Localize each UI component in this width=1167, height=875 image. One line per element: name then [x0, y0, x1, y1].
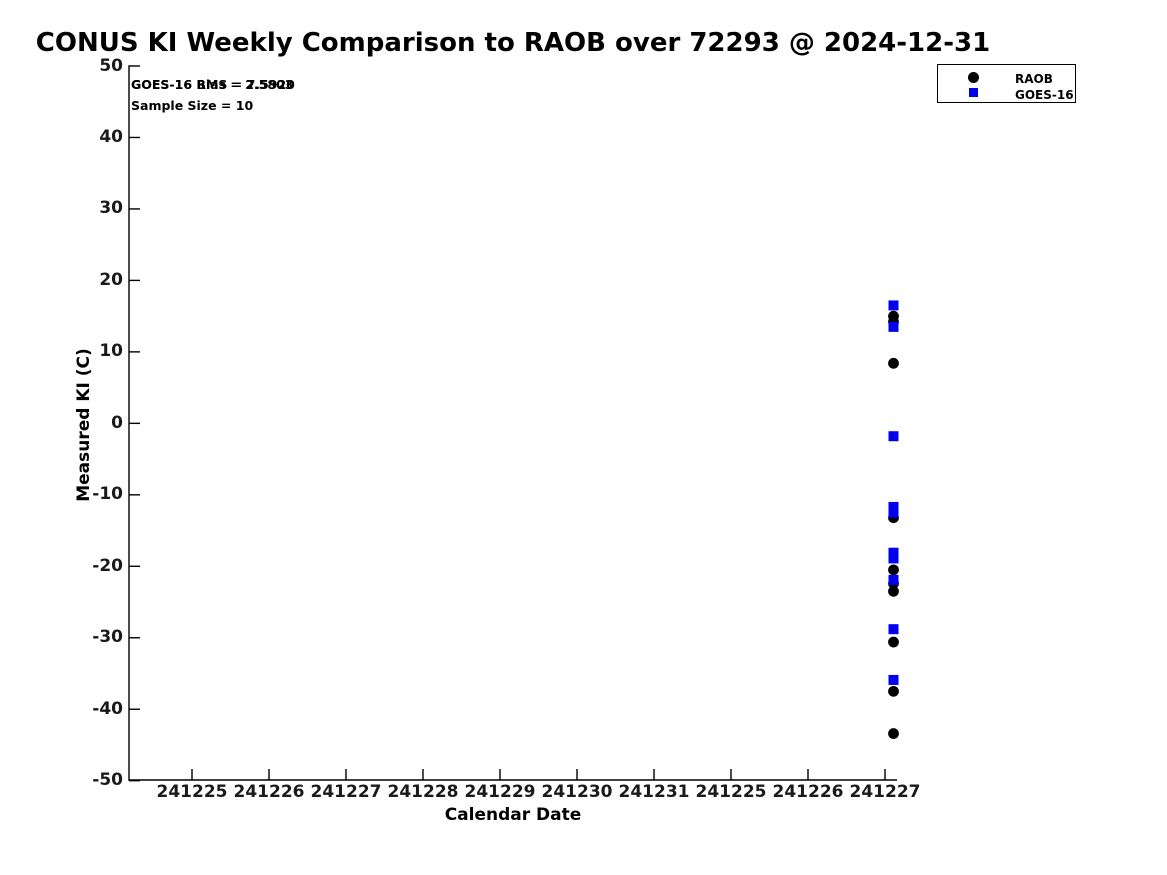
chart-title: CONUS KI Weekly Comparison to RAOB over …	[35, 28, 991, 58]
goes16-data-point	[888, 674, 899, 685]
y-tick-label: -40	[92, 698, 123, 719]
legend-label-goes16: GOES-16	[1015, 88, 1074, 102]
x-tick-label: 241225	[695, 782, 767, 802]
goes16-data-point	[888, 553, 899, 564]
y-tick-label: -10	[92, 484, 123, 505]
y-tick-label: 40	[99, 126, 123, 147]
goes16-data-point	[888, 574, 899, 585]
y-tick-label: 50	[99, 55, 123, 76]
legend-label-raob: RAOB	[1015, 72, 1053, 86]
x-axis-label: Calendar Date	[444, 805, 582, 825]
goes16-data-point	[888, 507, 899, 518]
goes16-data-point	[888, 624, 899, 635]
raob-data-point	[888, 728, 899, 739]
x-tick-label: 241228	[387, 782, 459, 802]
goes16-data-point	[888, 431, 899, 442]
x-tick-label: 241227	[849, 782, 921, 802]
y-tick-label: 0	[111, 412, 123, 433]
raob-data-point	[888, 357, 899, 369]
y-tick-label: 30	[99, 198, 123, 219]
goes16-data-point	[888, 501, 899, 512]
x-tick-label: 241225	[156, 782, 228, 802]
raob-marker-icon	[968, 72, 979, 83]
y-tick-label: -50	[92, 770, 123, 791]
raob-data-point	[888, 685, 899, 697]
x-tick-label: 241230	[541, 782, 613, 802]
y-tick-label: -30	[92, 627, 123, 648]
raob-data-point	[888, 564, 899, 576]
x-tick-label: 241226	[233, 782, 305, 802]
raob-data-point	[888, 636, 899, 648]
x-tick-label: 241231	[618, 782, 690, 802]
goes16-data-point	[888, 321, 899, 332]
goes16-data-point	[888, 547, 899, 558]
x-tick-label: 241229	[464, 782, 536, 802]
legend-box: RAOB GOES-16	[937, 64, 1076, 103]
x-tick-label: 241226	[772, 782, 844, 802]
y-tick-label: -20	[92, 555, 123, 576]
y-tick-label: 10	[99, 341, 123, 362]
annotation-sample-size: Sample Size = 10	[131, 98, 254, 113]
x-tick-label: 241227	[310, 782, 382, 802]
annotation-rms: GOES-16 RMS = 7.5920	[131, 77, 295, 92]
goes16-marker-icon	[969, 88, 978, 97]
raob-data-point	[888, 585, 899, 597]
goes16-data-point	[888, 300, 899, 311]
y-tick-label: 20	[99, 269, 123, 290]
annotation-bias: GOES-16 Bias = 2.5803	[131, 77, 294, 92]
